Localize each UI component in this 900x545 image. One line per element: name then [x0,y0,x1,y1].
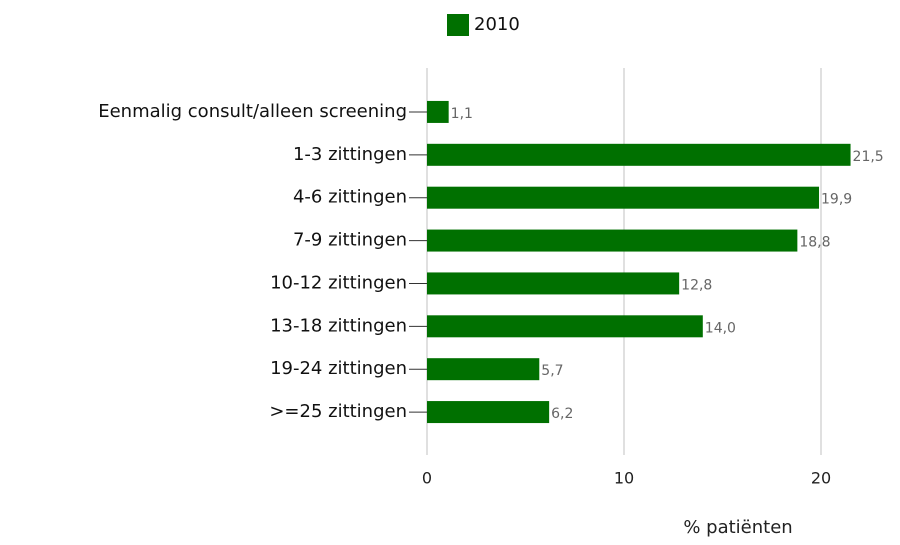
value-label: 12,8 [681,277,712,293]
bar [427,358,540,381]
bar [427,229,798,252]
value-label: 6,2 [551,406,573,422]
bar [427,315,703,338]
value-label: 5,7 [541,363,563,379]
bar [427,143,851,166]
value-label: 18,8 [799,235,830,251]
value-label: 14,0 [705,320,736,336]
y-tick-label: 10-12 zittingen [270,272,407,293]
bar [427,186,820,209]
value-label: 1,1 [451,106,473,122]
x-tick-label: 0 [422,469,432,488]
bar [427,401,550,424]
legend-label: 2010 [474,14,520,35]
bar [427,100,449,123]
x-tick-label: 10 [614,469,634,488]
y-tick-label: 1-3 zittingen [293,144,407,165]
y-tick-label: 13-18 zittingen [270,315,407,336]
y-tick-label: >=25 zittingen [269,401,407,422]
y-tick-label: 19-24 zittingen [270,358,407,379]
value-label: 19,9 [821,192,852,208]
x-axis-title: % patiënten [683,517,792,538]
y-tick-label: 7-9 zittingen [293,230,407,251]
legend-swatch [447,14,469,36]
y-tick-label: Eenmalig consult/alleen screening [98,101,407,122]
bar [427,272,680,295]
y-tick-label: 4-6 zittingen [293,187,407,208]
x-tick-label: 20 [811,469,831,488]
value-label: 21,5 [853,149,884,165]
